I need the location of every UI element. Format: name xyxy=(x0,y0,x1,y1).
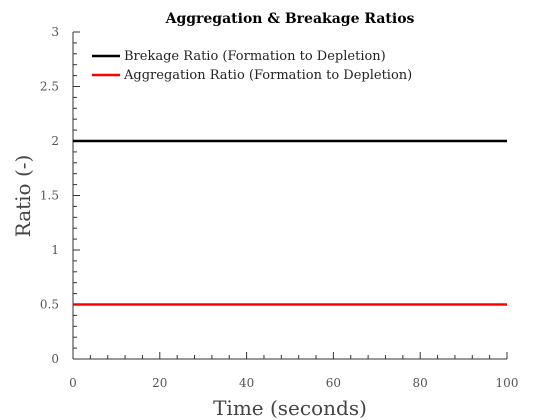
legend: Brekage Ratio (Formation to Depletion) Ag… xyxy=(92,49,412,83)
y-tick-label: 1.5 xyxy=(40,189,59,203)
y-tick-label: 3 xyxy=(51,25,59,39)
y-tick-label: 0 xyxy=(51,352,59,366)
legend-label-0: Brekage Ratio (Formation to Depletion) xyxy=(124,49,386,64)
x-tick-label: 100 xyxy=(496,376,519,390)
x-axis-label: Time (seconds) xyxy=(213,396,367,420)
chart-title: Aggregation & Breakage Ratios xyxy=(165,11,415,27)
series-layer xyxy=(73,139,507,306)
y-tick-label: 0.5 xyxy=(40,298,59,312)
y-axis-label: Ratio (-) xyxy=(11,155,35,238)
legend-label-1: Aggregation Ratio (Formation to Depletio… xyxy=(123,68,412,83)
axes: 0 0.5 1 1.5 2 2.5 3 0 20 40 60 80 100 xyxy=(40,25,519,390)
x-tick-label: 40 xyxy=(239,376,254,390)
y-tick-label: 2 xyxy=(51,134,59,148)
x-tick-label: 60 xyxy=(326,376,341,390)
x-tick-label: 20 xyxy=(152,376,167,390)
y-tick-label: 1 xyxy=(51,243,59,257)
y-tick-label: 2.5 xyxy=(40,80,59,94)
x-tick-label: 0 xyxy=(69,376,77,390)
x-tick-label: 80 xyxy=(413,376,428,390)
